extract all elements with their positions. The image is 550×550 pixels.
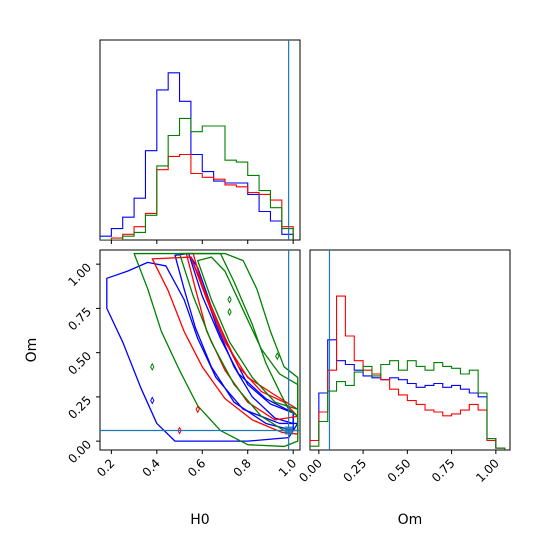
x-axis-label-om: Om [398,512,423,528]
joint-x-tick-label-1: 0.4 [140,456,163,479]
joint-x-tick-label-3: 0.8 [230,456,253,479]
om-hist-x-tick-label-4: 1.00 [473,456,502,485]
joint-x-tick-label-2: 0.6 [185,456,208,479]
contour-series-2-level-0 [197,256,299,410]
contour-island-5 [177,426,182,435]
om-hist-series-1 [310,295,506,450]
contour-series-0-level-0 [190,256,294,425]
joint-y-tick-label-4: 1.00 [65,260,94,289]
contour-island-6 [195,405,200,414]
contour-series-0-level-1 [174,252,294,432]
om-hist-x-tick-label-0: 0.00 [296,456,325,485]
contour-island-1 [227,295,232,304]
contour-island-3 [150,362,155,371]
om-hist-x-tick-label-1: 0.25 [340,456,369,485]
h0-hist-series-1 [100,153,294,240]
y-axis-label-om: Om [24,338,40,363]
joint-y-tick-label-0: 0.00 [65,437,94,466]
h0-hist-series-2 [100,117,294,240]
joint-y-tick-label-2: 0.50 [65,349,94,378]
contour-series-2-level-2 [133,252,299,448]
truth-point [284,426,293,435]
om-histogram-panel [309,249,511,451]
contour-island-4 [150,396,155,405]
joint-x-tick-label-0: 0.2 [94,456,117,479]
om-hist-x-tick-label-2: 0.50 [385,456,414,485]
x-axis-label-h0: H0 [190,512,209,528]
contour-island-2 [275,352,280,361]
om-hist-series-2 [310,360,506,450]
om-hist-x-tick-label-3: 0.75 [429,456,458,485]
joint-y-tick-label-3: 0.75 [65,305,94,334]
joint-y-tick-label-1: 0.25 [65,393,94,422]
joint-contour-panel [99,249,301,451]
contour-island-0 [227,307,232,317]
om-hist-series-0 [310,339,506,450]
h0-histogram-panel [99,39,301,241]
h0-hist-series-0 [100,72,294,240]
